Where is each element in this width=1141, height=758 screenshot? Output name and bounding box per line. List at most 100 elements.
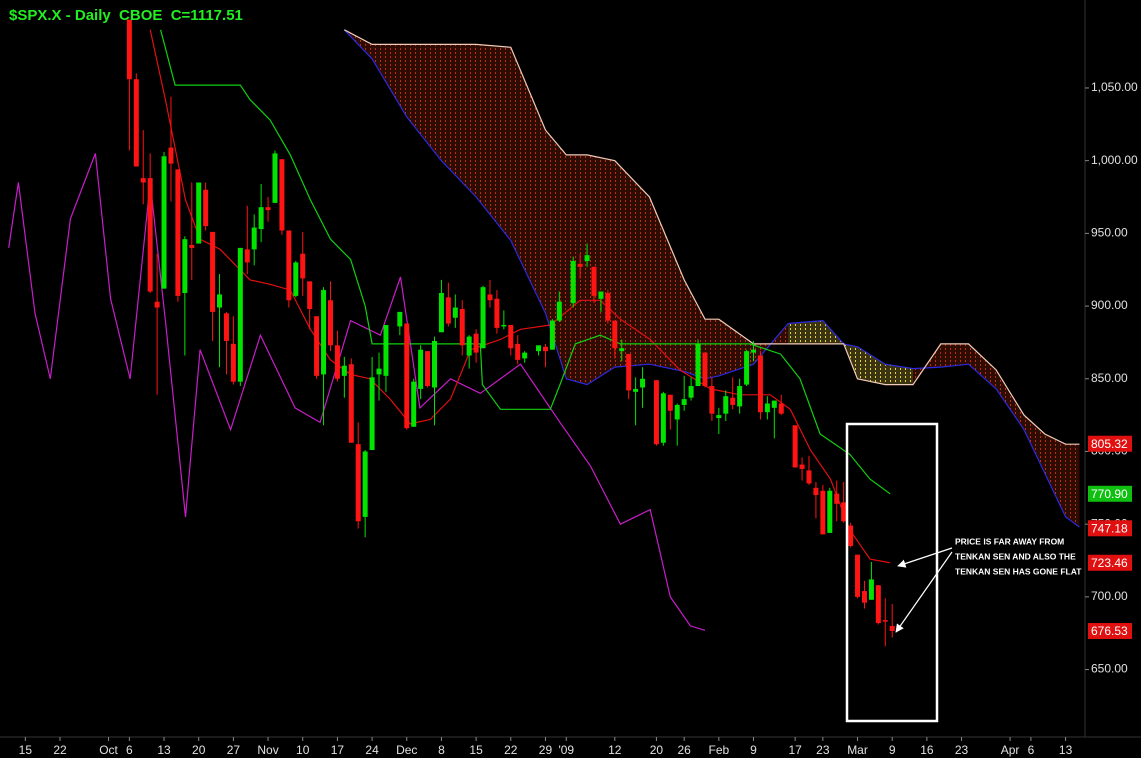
indicator-line — [160, 29, 891, 495]
candle-body — [764, 403, 770, 413]
candle-body — [695, 343, 701, 387]
candle-body — [154, 301, 160, 308]
candle-body — [466, 336, 472, 356]
candle-body — [640, 378, 646, 388]
candle-body — [522, 352, 528, 359]
cloud-segment — [996, 370, 1024, 430]
x-tick-label: 17 — [788, 743, 802, 757]
x-tick-label: 15 — [19, 743, 33, 757]
candle-body — [737, 386, 743, 407]
cloud-segment — [1044, 434, 1066, 517]
candle-body — [217, 294, 223, 308]
candle-body — [702, 352, 708, 387]
candle-body — [757, 355, 763, 413]
candle-body — [445, 297, 451, 324]
candle-body — [210, 231, 216, 312]
price-label-box — [1088, 554, 1132, 571]
price-label: 770.90 — [1091, 487, 1128, 501]
candle-body — [778, 403, 784, 414]
x-tick-label: Dec — [396, 743, 417, 757]
candle-body — [182, 239, 188, 293]
candle-body — [223, 313, 229, 341]
price-label: 676.53 — [1091, 624, 1128, 638]
x-tick-label: 20 — [650, 743, 664, 757]
candle-body — [501, 324, 507, 327]
candle-body — [882, 620, 888, 622]
price-label: 723.46 — [1091, 556, 1128, 570]
candle-body — [861, 591, 867, 603]
senkou-span-a — [343, 29, 1080, 528]
x-tick-label: 22 — [504, 743, 518, 757]
x-tick-label: 26 — [677, 743, 691, 757]
x-tick-label: Oct — [99, 743, 118, 757]
candle-body — [432, 340, 438, 388]
candle-body — [751, 349, 757, 353]
price-label-box — [1088, 520, 1132, 537]
candle-body — [487, 294, 493, 301]
cloud-segment — [857, 346, 886, 385]
x-tick-label: 23 — [955, 743, 969, 757]
y-tick-label: 700.00 — [1091, 589, 1128, 603]
cloud-segment — [614, 160, 650, 368]
candle-body — [411, 381, 417, 427]
cloud-segment — [566, 154, 588, 385]
candle-body — [230, 343, 236, 382]
plot — [8, 19, 1080, 647]
price-label: 805.32 — [1091, 437, 1128, 451]
cloud-segment — [510, 47, 546, 314]
candle-body — [418, 349, 424, 389]
cloud-segment — [649, 197, 685, 372]
candle-body — [307, 281, 313, 309]
candle-body — [286, 230, 292, 301]
x-tick-label: 10 — [296, 743, 310, 757]
candle-body — [875, 585, 881, 624]
candle-body — [258, 207, 264, 230]
arrow — [895, 551, 953, 633]
candle-body — [196, 182, 202, 244]
candle-body — [480, 287, 486, 349]
x-tick-label: 27 — [227, 743, 241, 757]
candle-body — [293, 262, 299, 296]
candle-body — [133, 79, 139, 167]
cloud-segment — [476, 44, 511, 241]
candle-body — [251, 227, 257, 250]
candle-body — [660, 393, 666, 443]
x-tick-label: Nov — [257, 743, 278, 757]
cloud-segment — [441, 44, 477, 198]
x-tick-label: Apr — [1001, 743, 1020, 757]
candle-body — [577, 263, 583, 267]
candle-body — [612, 320, 618, 349]
candle-body — [508, 324, 514, 349]
x-tick-label: 12 — [608, 743, 622, 757]
x-tick-label: 13 — [157, 743, 171, 757]
x-tick-label: Mar — [847, 743, 868, 757]
candle-body — [584, 255, 590, 261]
candle-body — [369, 377, 375, 451]
candle-body — [688, 386, 694, 398]
candle-body — [452, 307, 458, 318]
candle-body — [848, 525, 854, 546]
cloud-segment — [372, 44, 407, 117]
candle-body — [619, 348, 625, 352]
candle-body — [473, 333, 479, 353]
x-tick-label: 16 — [920, 743, 934, 757]
price-label: 747.18 — [1091, 521, 1128, 535]
candle-body — [397, 311, 403, 327]
x-tick-label: 6 — [126, 743, 133, 757]
x-tick-label: 23 — [816, 743, 830, 757]
candle-body — [161, 156, 167, 289]
candle-body — [272, 153, 278, 203]
candle-body — [438, 292, 444, 333]
cloud-segment — [968, 343, 997, 389]
candle-body — [126, 19, 132, 80]
candle-body — [265, 207, 271, 211]
indicator-line — [8, 153, 706, 631]
cloud-segment — [705, 319, 719, 379]
candle-body — [147, 178, 153, 292]
x-tick-label: 29 — [539, 743, 553, 757]
candle-body — [806, 470, 812, 484]
candle-body — [716, 415, 722, 419]
candle-body — [362, 451, 368, 517]
candle-body — [626, 354, 632, 391]
candle-body — [730, 397, 736, 405]
